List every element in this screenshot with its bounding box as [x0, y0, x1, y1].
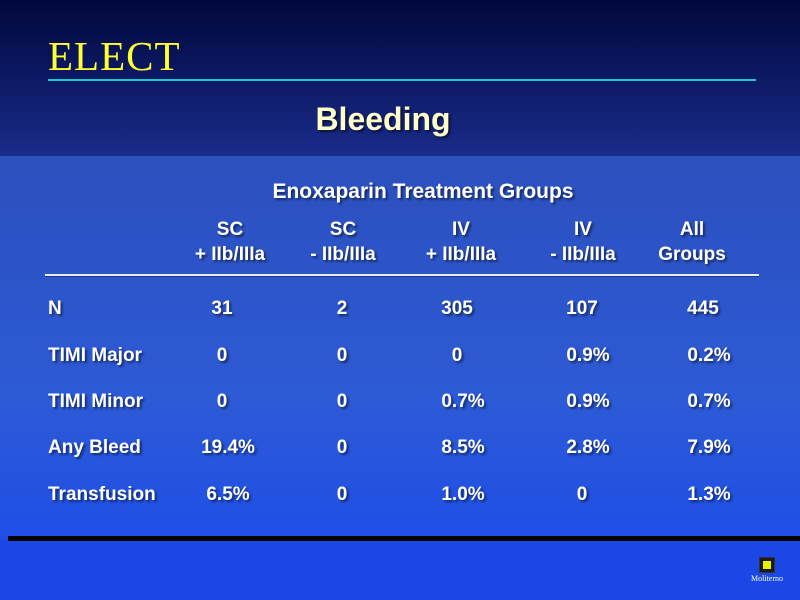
table-header-rule	[45, 274, 759, 276]
table-cell: 2.8%	[566, 437, 610, 458]
table-cell: 31	[211, 298, 233, 319]
column-header-all-groups: All Groups	[617, 217, 767, 267]
table-cell: 0.9%	[566, 391, 610, 412]
column-header-line2: - IIb/IIIa	[550, 244, 616, 265]
table-cell: 0.9%	[566, 345, 610, 366]
table-cell: 305	[441, 298, 473, 319]
table-cell: 0.7%	[441, 391, 485, 412]
header-band	[0, 0, 800, 156]
column-header-line2: Groups	[658, 244, 726, 265]
table-cell: 0	[336, 391, 348, 412]
table-cell: 0	[216, 391, 228, 412]
table-cell: 1.0%	[441, 484, 485, 505]
table-cell: 7.9%	[687, 437, 731, 458]
slide-title: ELECT	[48, 33, 181, 79]
table-cell: 0	[216, 345, 228, 366]
table-cell: 0	[336, 345, 348, 366]
column-header-line1: IV	[574, 219, 592, 240]
row-label-timi-major: TIMI Major	[48, 345, 142, 366]
row-label-n: N	[48, 298, 62, 319]
slide-subtitle: Bleeding	[315, 101, 451, 137]
column-header-sc-plus: SC + IIb/IIIa	[155, 217, 305, 267]
table-cell: 445	[687, 298, 719, 319]
column-header-line1: All	[679, 219, 705, 240]
table-cell: 19.4%	[201, 437, 255, 458]
table-cell: 6.5%	[206, 484, 250, 505]
table-cell: 0	[336, 484, 348, 505]
column-header-line2: + IIb/IIIa	[425, 244, 497, 265]
column-header-line2: + IIb/IIIa	[194, 244, 266, 265]
column-header-iv-minus: IV - IIb/IIIa	[508, 217, 658, 267]
column-header-line2: - IIb/IIIa	[310, 244, 376, 265]
table-cell: 0	[451, 345, 463, 366]
table-cell: 1.3%	[687, 484, 731, 505]
logo-icon	[759, 557, 775, 573]
logo-text: Moliterno	[751, 574, 783, 583]
row-label-transfusion: Transfusion	[48, 484, 156, 505]
logo: Moliterno	[747, 555, 787, 587]
row-label-any-bleed: Any Bleed	[48, 437, 141, 458]
column-header-sc-minus: SC - IIb/IIIa	[268, 217, 418, 267]
table-cell: 107	[566, 298, 598, 319]
column-header-iv-plus: IV + IIb/IIIa	[386, 217, 536, 267]
column-header-line1: IV	[452, 219, 470, 240]
column-header-line1: SC	[216, 219, 244, 240]
table-cell: 0	[576, 484, 588, 505]
footer-divider	[8, 536, 800, 541]
table-cell: 2	[336, 298, 348, 319]
table-cell: 0.7%	[687, 391, 731, 412]
title-underline	[48, 79, 756, 81]
table-group-heading: Enoxaparin Treatment Groups	[272, 180, 574, 203]
table-cell: 0.2%	[687, 345, 731, 366]
row-label-timi-minor: TIMI Minor	[48, 391, 143, 412]
table-cell: 8.5%	[441, 437, 485, 458]
table-cell: 0	[336, 437, 348, 458]
column-header-line1: SC	[329, 219, 357, 240]
